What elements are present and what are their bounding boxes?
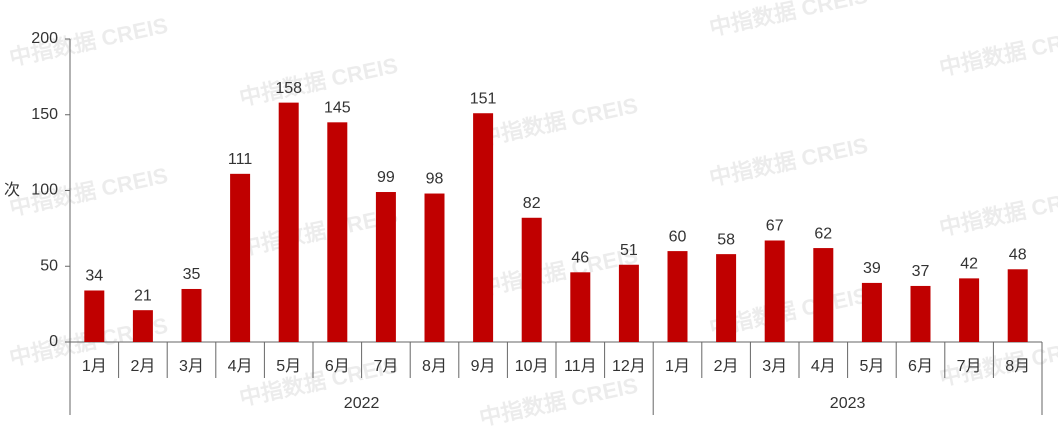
x-tick-label: 6月 bbox=[325, 358, 350, 375]
value-label: 60 bbox=[669, 228, 687, 245]
x-tick-label: 11月 bbox=[564, 358, 597, 375]
x-tick-label: 6月 bbox=[908, 358, 933, 375]
bar bbox=[861, 282, 882, 342]
bar bbox=[84, 290, 105, 342]
watermark: 中指数据 CREIS bbox=[237, 203, 400, 261]
x-tick-label: 2月 bbox=[130, 358, 155, 375]
bar bbox=[230, 173, 251, 342]
value-label: 46 bbox=[571, 250, 589, 267]
bar bbox=[716, 254, 737, 342]
value-label: 151 bbox=[470, 90, 497, 107]
x-tick-label: 10月 bbox=[515, 358, 549, 375]
x-tick-label: 5月 bbox=[276, 358, 301, 375]
bar bbox=[424, 193, 445, 342]
y-tick-label: 150 bbox=[31, 106, 58, 123]
x-tick-label: 4月 bbox=[228, 358, 253, 375]
bar bbox=[764, 240, 785, 342]
watermark: 中指数据 CREIS bbox=[477, 93, 640, 151]
value-label: 39 bbox=[863, 260, 881, 277]
y-axis-label: 次 bbox=[4, 181, 20, 199]
watermark: 中指数据 CREIS bbox=[937, 183, 1058, 241]
y-tick-label: 200 bbox=[31, 30, 58, 47]
watermark: 中指数据 CREIS bbox=[237, 53, 400, 111]
watermark: 中指数据 CREIS bbox=[937, 23, 1058, 81]
value-label: 145 bbox=[324, 100, 351, 117]
bar bbox=[959, 278, 980, 342]
x-tick-label: 5月 bbox=[859, 358, 884, 375]
bar bbox=[667, 251, 688, 342]
x-tick-label: 8月 bbox=[1005, 358, 1030, 375]
bar bbox=[813, 248, 834, 342]
group-label: 2023 bbox=[830, 395, 866, 412]
y-tick-label: 0 bbox=[49, 333, 58, 350]
value-label: 99 bbox=[377, 169, 395, 186]
group-label: 2022 bbox=[344, 395, 380, 412]
value-label: 62 bbox=[814, 225, 832, 242]
value-label: 111 bbox=[228, 151, 252, 168]
x-tick-label: 7月 bbox=[373, 358, 398, 375]
x-tick-label: 1月 bbox=[665, 358, 690, 375]
watermark: 中指数据 CREIS bbox=[707, 133, 870, 191]
bar bbox=[473, 113, 494, 342]
bar bbox=[181, 288, 202, 342]
y-tick-label: 50 bbox=[40, 257, 58, 274]
value-label: 21 bbox=[134, 287, 152, 304]
x-tick-label: 3月 bbox=[762, 358, 787, 375]
y-tick-label: 100 bbox=[31, 182, 58, 199]
x-tick-label: 12月 bbox=[612, 358, 646, 375]
x-tick-label: 9月 bbox=[471, 358, 496, 375]
value-label: 34 bbox=[85, 268, 103, 285]
x-tick-label: 3月 bbox=[179, 358, 204, 375]
watermark: 中指数据 CREIS bbox=[937, 333, 1058, 391]
x-tick-label: 8月 bbox=[422, 358, 447, 375]
watermark: 中指数据 CREIS bbox=[707, 0, 870, 41]
value-label: 37 bbox=[912, 263, 930, 280]
value-label: 35 bbox=[183, 266, 201, 283]
bar bbox=[132, 310, 153, 342]
bar bbox=[570, 272, 591, 342]
value-label: 158 bbox=[275, 80, 302, 97]
x-tick-label: 7月 bbox=[957, 358, 982, 375]
x-tick-label: 4月 bbox=[811, 358, 836, 375]
bar bbox=[278, 102, 299, 342]
watermark: 中指数据 CREIS bbox=[477, 243, 640, 301]
value-label: 51 bbox=[620, 242, 638, 259]
x-tick-label: 2月 bbox=[714, 358, 739, 375]
x-tick-label: 1月 bbox=[82, 358, 107, 375]
bar bbox=[521, 217, 542, 342]
bar bbox=[618, 264, 639, 342]
bar bbox=[910, 285, 931, 342]
value-label: 58 bbox=[717, 231, 735, 248]
bar bbox=[327, 122, 348, 342]
value-label: 98 bbox=[426, 171, 444, 188]
bar bbox=[1007, 269, 1028, 342]
bar bbox=[375, 192, 396, 342]
watermark: 中指数据 CREIS bbox=[477, 373, 640, 427]
value-label: 82 bbox=[523, 195, 541, 212]
value-label: 42 bbox=[960, 256, 978, 273]
value-label: 48 bbox=[1009, 246, 1027, 263]
value-label: 67 bbox=[766, 218, 784, 235]
